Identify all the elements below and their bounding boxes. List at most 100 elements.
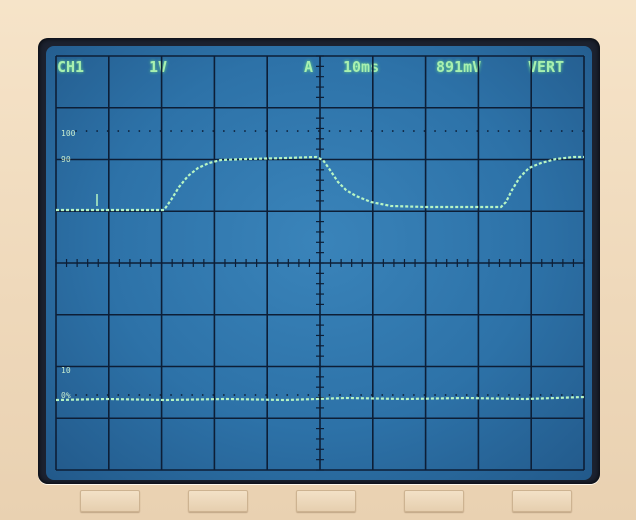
reference-dot — [550, 130, 553, 132]
channel-1-waveform — [56, 155, 584, 212]
reference-dot — [550, 394, 553, 396]
reference-dot — [275, 394, 278, 396]
reference-dot — [138, 394, 141, 396]
reference-dot — [486, 394, 489, 396]
reference-dot — [244, 394, 246, 396]
reference-dot — [106, 394, 109, 396]
softkey-3[interactable] — [296, 490, 356, 512]
reference-dot — [149, 394, 151, 396]
softkey-5[interactable] — [512, 490, 572, 512]
reference-dot — [476, 130, 479, 132]
reference-dot — [455, 130, 458, 132]
reference-dot — [296, 394, 299, 396]
reference-dot — [265, 394, 267, 396]
softkey-1[interactable] — [80, 490, 140, 512]
softkey-2[interactable] — [188, 490, 248, 512]
reference-dot — [423, 130, 426, 132]
reference-dot — [402, 394, 405, 396]
scale-label-10: 10 — [61, 366, 71, 375]
measurement-readout: 891mV — [436, 58, 482, 76]
reference-dot — [349, 394, 352, 396]
reference-dot — [339, 394, 341, 396]
reference-dot — [413, 394, 415, 396]
scale-label-90: 90 — [61, 155, 71, 164]
reference-dot — [360, 394, 363, 396]
reference-dot — [286, 130, 289, 132]
reference-dot — [539, 394, 542, 396]
reference-dot — [127, 394, 130, 396]
reference-dot — [571, 130, 574, 132]
reference-dot — [254, 130, 257, 132]
reference-dot — [391, 130, 394, 132]
reference-dot — [201, 130, 204, 132]
reference-dot — [476, 394, 479, 396]
reference-dot — [201, 394, 204, 396]
reference-dot — [233, 130, 236, 132]
volts-per-div-readout: 1V — [149, 58, 168, 76]
axis-ticks — [55, 55, 585, 471]
reference-dot — [497, 394, 500, 396]
reference-dot — [117, 394, 120, 396]
scale-label-0-percent: 0% — [61, 391, 71, 400]
trigger-source-readout: A — [304, 58, 314, 76]
reference-dot — [328, 130, 331, 132]
reference-dot — [254, 394, 257, 396]
reference-dot — [529, 394, 531, 396]
reference-dot — [233, 394, 236, 396]
reference-dot — [360, 130, 363, 132]
reference-dot — [96, 394, 99, 396]
reference-dot — [381, 394, 384, 396]
reference-dot — [296, 130, 299, 132]
reference-dot — [307, 130, 310, 132]
reference-dot — [317, 394, 320, 396]
reference-dot — [402, 130, 405, 132]
reference-dot — [117, 130, 120, 132]
reference-dot — [581, 394, 584, 396]
reference-dot — [560, 394, 563, 396]
reference-dot — [434, 130, 436, 132]
reference-dot — [222, 394, 225, 396]
reference-dot — [328, 394, 331, 396]
channel-readout: CH1 — [57, 58, 85, 76]
reference-dot — [465, 130, 468, 132]
reference-dot — [180, 130, 183, 132]
reference-dot — [96, 130, 99, 132]
reference-dot — [381, 130, 384, 132]
reference-dot — [159, 130, 162, 132]
reference-dot — [423, 394, 426, 396]
reference-dot — [518, 130, 521, 132]
crt-display: CH1 1V A 10ms 891mV VERT 100 90 10 0% — [46, 46, 592, 480]
reference-dot — [560, 130, 563, 132]
percent-reference-dots — [75, 130, 584, 396]
reference-dot — [75, 394, 77, 396]
reference-dot — [286, 394, 289, 396]
reference-dot — [159, 394, 162, 396]
graticule-and-trace — [55, 55, 585, 471]
reference-dot — [138, 130, 141, 132]
softkey-4[interactable] — [404, 490, 464, 512]
reference-dot — [85, 130, 88, 132]
reference-dot — [444, 130, 447, 132]
reference-dot — [212, 130, 215, 132]
zero-reference-trace — [55, 395, 585, 402]
reference-dot — [508, 130, 510, 132]
reference-dot — [170, 394, 172, 396]
reference-dot — [444, 394, 447, 396]
mode-readout: VERT — [528, 58, 565, 76]
reference-dot — [370, 394, 373, 396]
reference-dot — [529, 130, 531, 132]
reference-dot — [339, 130, 341, 132]
reference-dot — [307, 394, 310, 396]
reference-dot — [391, 394, 394, 396]
reference-dot — [265, 130, 267, 132]
reference-dot — [349, 130, 352, 132]
reference-dot — [581, 130, 584, 132]
reference-dot — [465, 394, 468, 396]
reference-dot — [222, 130, 225, 132]
reference-dot — [370, 130, 373, 132]
reference-dot — [455, 394, 458, 396]
reference-dot — [244, 130, 246, 132]
reference-dot — [486, 130, 489, 132]
reference-dot — [212, 394, 215, 396]
reference-dot — [413, 130, 415, 132]
